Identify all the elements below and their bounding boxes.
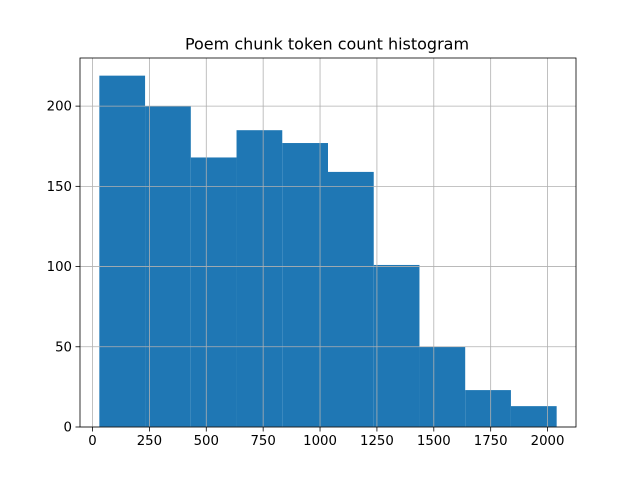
y-tick-label-0: 0	[64, 421, 72, 436]
chart-title: Poem chunk token count histogram	[185, 35, 469, 54]
y-tick-label-1: 50	[55, 340, 72, 355]
x-tick-label-3: 750	[250, 434, 275, 449]
axes-frame	[79, 57, 577, 428]
histogram-bar-8	[465, 390, 511, 427]
x-tick-label-6: 1500	[417, 434, 451, 449]
histogram-bar-0	[99, 75, 146, 427]
histogram-bar-9	[510, 406, 557, 427]
x-tick-label-5: 1250	[360, 434, 394, 449]
bars-layer	[99, 75, 557, 428]
histogram-bar-5	[328, 171, 374, 427]
x-tick-label-4: 1000	[303, 434, 337, 449]
x-tick-label-8: 2000	[531, 434, 565, 449]
y-tick-label-3: 150	[47, 180, 72, 195]
x-tick-label-0: 0	[88, 434, 96, 449]
histogram-bar-2	[190, 157, 237, 428]
x-tick-label-2: 500	[194, 434, 219, 449]
x-tick-label-1: 250	[137, 434, 162, 449]
y-tick-label-4: 200	[47, 100, 72, 115]
histogram-bar-6	[373, 264, 420, 427]
histogram-bar-7	[419, 346, 466, 427]
x-tick-label-7: 1750	[474, 434, 508, 449]
axes-layer: 0 250 500 750 1000 1250 1500 1750 2000 0 50 100 150 2…	[47, 57, 577, 449]
histogram-bar-4	[282, 143, 328, 427]
y-tick-label-2: 100	[47, 260, 72, 275]
histogram-bar-3	[236, 130, 283, 427]
